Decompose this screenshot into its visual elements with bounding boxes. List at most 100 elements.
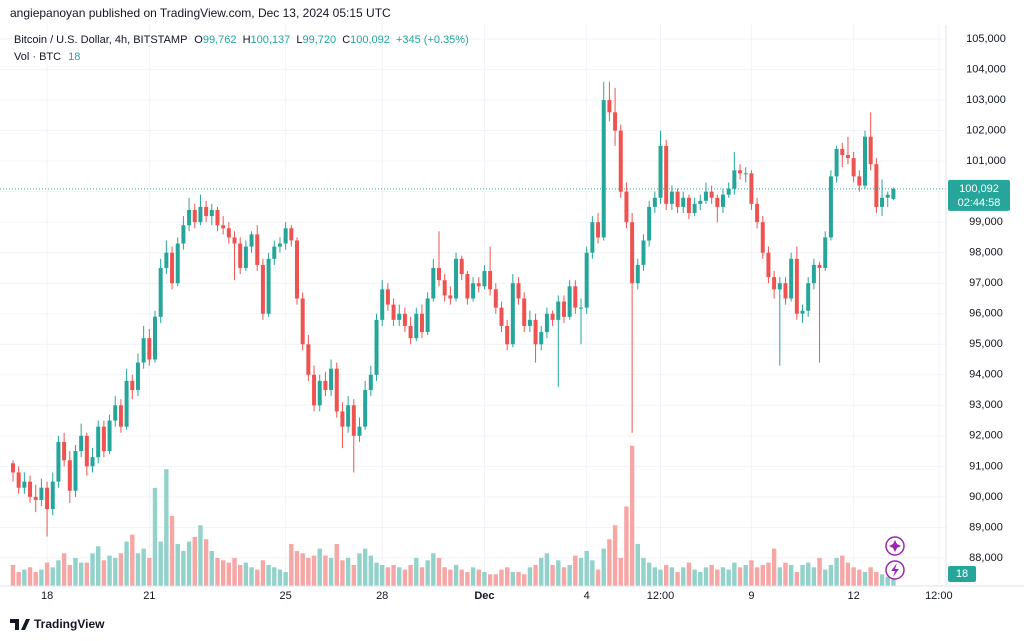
candle-body [533,319,538,345]
volume-bar [601,548,606,586]
last-price-label: 100,092 [959,183,999,195]
volume-bar [113,557,118,586]
candle-body [425,298,430,333]
y-tick-label: 99,000 [969,216,1003,228]
candle-body [181,225,186,244]
candle-body [346,405,351,427]
volume-bar [584,550,589,586]
icon-star [889,540,901,552]
volume-bar [232,557,237,586]
volume-bar [272,567,277,586]
o-value: 99,762 [203,34,237,46]
candle-body [437,267,441,281]
candle-body [312,374,317,406]
volume-bar [385,567,391,586]
volume-bar [101,560,107,586]
volume-bar [442,567,447,586]
volume-bar [544,553,550,586]
candle-body [317,380,322,406]
candle-body [590,222,595,253]
l-value: 99,720 [302,34,336,46]
volume-bar [124,541,129,586]
candle-body [204,206,209,217]
candle-body [124,380,129,427]
logo-mark [10,619,30,630]
candle-body [647,206,652,241]
l-label: L [296,34,302,46]
candle-body [760,222,765,253]
candle-body [539,332,544,345]
x-tick-label: 12:00 [925,590,953,602]
candle-body [675,191,680,207]
candle-body [380,289,385,320]
candle-body [698,200,703,204]
volume-bar [567,564,572,586]
candle-body [669,191,674,204]
candle-body [73,451,78,491]
candle-body [402,313,407,326]
candle-body [334,368,339,412]
volume-bar [397,567,402,586]
candle-body [721,194,725,207]
candle-body [414,313,419,339]
candle-body [198,206,203,223]
candle-body [806,283,811,311]
volume-bar [533,564,538,586]
candle-body [368,374,373,391]
candle-body [596,222,601,238]
candle-body [851,158,856,177]
candle-body [329,368,334,391]
volume-bar [618,557,623,586]
candle-body [499,307,504,326]
volume-bar [158,541,163,586]
volume-bar [39,569,44,586]
volume-bar [402,569,408,586]
candle-body [749,173,754,204]
volume-bar [220,560,226,586]
y-tick-label: 104,000 [966,63,1006,75]
y-tick-label: 92,000 [969,430,1003,442]
volume-bar [73,557,78,586]
volume-bar [67,564,72,586]
candle-body [732,170,737,189]
volume-legend: Vol · BTC 18 [14,51,80,63]
candle-body [408,325,413,339]
indicator-icons[interactable] [885,536,905,580]
volume-bar [771,548,777,586]
candle-body [488,271,493,290]
volume-bar [646,562,652,586]
candle-body [471,283,476,299]
volume-bar [482,571,487,586]
candle-body [573,286,578,308]
candle-body [101,426,106,452]
volume-bar [328,557,334,586]
volume-bar [686,562,692,586]
vol-value: 18 [68,51,80,63]
icon-bolt [891,563,899,577]
y-tick-label: 97,000 [969,277,1003,289]
candle-body [459,258,464,275]
candle-body [766,252,771,278]
x-tick-label: 18 [41,590,53,602]
candle-body [266,258,271,314]
volume-bar [203,539,209,586]
volume-bar [806,562,811,586]
volume-bar [737,567,743,586]
candle-body [584,252,589,308]
candle-body [755,203,760,223]
volume-bar [141,548,146,586]
candle-body [840,148,845,156]
volume-bar [317,548,322,586]
volume-bar [266,564,271,586]
volume-bar [698,571,703,586]
candle-body [135,362,140,391]
candle-body [800,310,805,314]
y-tick-label: 103,000 [966,94,1006,106]
volume-bar [470,567,476,586]
candle-body [448,295,453,299]
candle-body [630,222,635,284]
candle-body [658,145,663,198]
byline: angiepanoyan published on TradingView.co… [10,6,391,20]
candle-body [397,313,402,320]
